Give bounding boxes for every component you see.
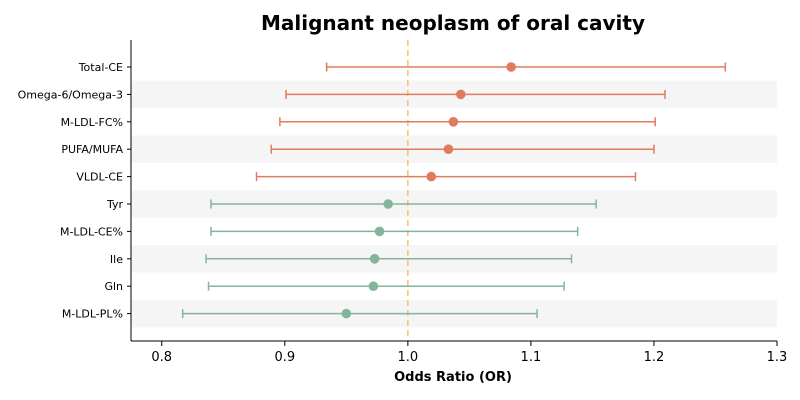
row-6 bbox=[210, 226, 579, 237]
or-point bbox=[455, 89, 466, 100]
y-tick-label: Gln bbox=[104, 280, 123, 293]
y-tick-label: VLDL-CE bbox=[76, 171, 123, 184]
x-tick-label: 0.8 bbox=[151, 350, 172, 365]
x-tick-label: 1.3 bbox=[767, 350, 788, 365]
x-axis-label: Odds Ratio (OR) bbox=[394, 370, 512, 385]
y-tick-label: M-LDL-FC% bbox=[61, 116, 123, 129]
x-tick-label: 1.1 bbox=[521, 350, 542, 365]
axes: Total-CE Omega-6/Omega-3 M-LDL-FC% PUFA/MUF… bbox=[18, 40, 788, 365]
or-point bbox=[443, 144, 454, 154]
row-8 bbox=[207, 281, 565, 292]
or-point bbox=[426, 171, 437, 182]
x-tick-label: 1.0 bbox=[398, 350, 419, 365]
row-7 bbox=[205, 253, 573, 264]
row-2 bbox=[279, 117, 656, 127]
row-1 bbox=[285, 89, 666, 100]
or-point bbox=[341, 308, 352, 319]
y-tick-label: M-LDL-PL% bbox=[62, 308, 123, 321]
or-point bbox=[374, 226, 385, 237]
or-point bbox=[383, 199, 393, 209]
plot-marks bbox=[181, 62, 727, 319]
or-point bbox=[368, 281, 379, 292]
row-4 bbox=[255, 171, 637, 182]
x-tick-label: 1.2 bbox=[644, 350, 665, 365]
or-point bbox=[448, 117, 459, 127]
y-tick-label: M-LDL-CE% bbox=[60, 225, 123, 238]
row-0 bbox=[325, 62, 727, 72]
row-5 bbox=[210, 199, 597, 209]
or-point bbox=[369, 253, 380, 264]
y-tick-label: Ile bbox=[110, 253, 123, 266]
y-tick-label: Omega-6/Omega-3 bbox=[18, 88, 123, 101]
x-tick-label: 0.9 bbox=[274, 350, 295, 365]
row-9 bbox=[181, 308, 538, 319]
or-point bbox=[506, 62, 517, 72]
y-tick-label: Total-CE bbox=[78, 61, 123, 74]
row-3 bbox=[270, 144, 655, 154]
chart-title: Malignant neoplasm of oral cavity bbox=[261, 11, 645, 35]
y-tick-label: PUFA/MUFA bbox=[61, 143, 123, 156]
y-tick-label: Tyr bbox=[106, 198, 124, 211]
